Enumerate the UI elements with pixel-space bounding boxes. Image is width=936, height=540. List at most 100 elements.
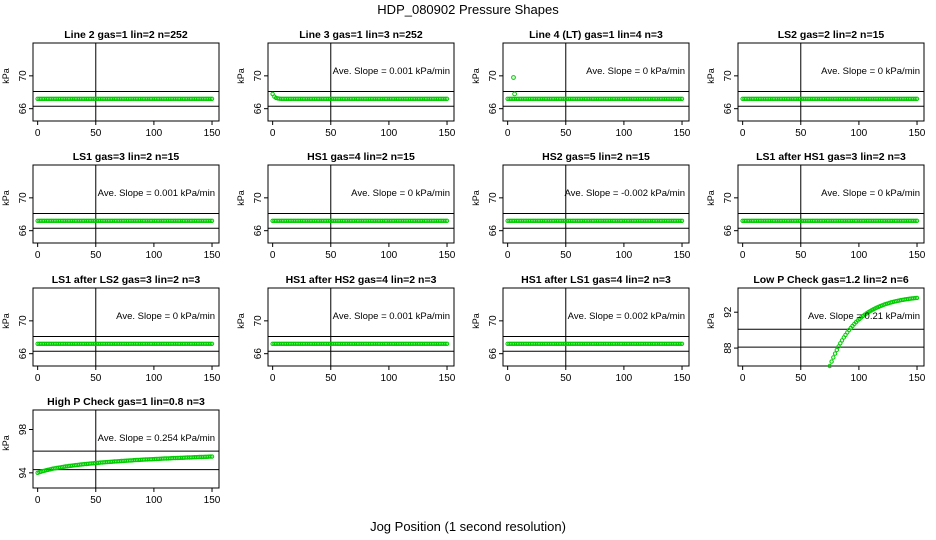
panel-frame	[502, 42, 690, 122]
y-tick-label: 66	[488, 103, 499, 115]
panel-frame	[32, 42, 220, 122]
x-tick-label: 50	[795, 128, 807, 139]
panel-title: HS1 after LS1 gas=4 lin=2 n=3	[521, 274, 671, 286]
x-tick-label: 100	[381, 128, 398, 139]
panel-title: Line 3 gas=1 lin=3 n=252	[299, 29, 423, 41]
x-tick-label: 100	[381, 250, 398, 261]
x-tick-label: 150	[204, 250, 221, 261]
x-tick-label: 100	[616, 128, 633, 139]
panel-frame	[267, 164, 455, 244]
data-point	[512, 91, 517, 97]
y-axis-label: kPa	[1, 435, 11, 451]
y-tick-label: 70	[253, 70, 264, 82]
data-point	[208, 96, 213, 102]
y-tick-label: 66	[253, 225, 264, 237]
data-point	[836, 344, 841, 349]
x-tick-label: 0	[505, 250, 511, 261]
x-tick-label: 150	[674, 373, 691, 384]
y-axis-label: kPa	[706, 68, 716, 84]
data-point	[678, 96, 683, 102]
y-axis-label: kPa	[706, 190, 716, 206]
y-tick-label: 66	[723, 103, 734, 115]
data-point	[443, 341, 448, 346]
x-tick-label: 0	[270, 373, 276, 384]
y-tick-label: 70	[488, 70, 499, 82]
x-tick-label: 0	[35, 495, 41, 506]
y-tick-label: 70	[723, 192, 734, 204]
x-tick-label: 0	[35, 373, 41, 384]
slope-annotation: Ave. Slope = -0.002 kPa/min	[565, 188, 686, 199]
data-point	[834, 347, 839, 353]
panel-title: High P Check gas=1 lin=0.8 n=3	[47, 396, 205, 408]
x-tick-label: 100	[616, 373, 633, 384]
panel-title: LS2 gas=2 lin=2 n=15	[778, 29, 885, 41]
data-point	[443, 218, 448, 224]
x-tick-label: 150	[204, 495, 221, 506]
data-point	[679, 341, 685, 346]
y-tick-label: 88	[723, 342, 734, 354]
data-point	[913, 96, 918, 102]
slope-annotation: Ave. Slope = 0.001 kPa/min	[333, 311, 450, 322]
slope-annotation: Ave. Slope = 0.001 kPa/min	[333, 66, 450, 77]
panel-title: Low P Check gas=1.2 lin=2 n=6	[753, 274, 908, 286]
y-axis-label: kPa	[471, 68, 481, 84]
y-axis-label: kPa	[471, 313, 481, 329]
x-tick-label: 150	[439, 128, 456, 139]
slope-annotation: Ave. Slope = 0.21 kPa/min	[808, 311, 920, 322]
slope-annotation: Ave. Slope = 0 kPa/min	[116, 311, 215, 322]
panel-frame	[737, 42, 925, 122]
panel-frame	[32, 409, 220, 489]
slope-annotation: Ave. Slope = 0 kPa/min	[586, 66, 685, 77]
y-axis-label: kPa	[1, 313, 11, 329]
y-axis-label: kPa	[471, 190, 481, 206]
panel-frame	[32, 287, 220, 367]
data-point	[914, 218, 920, 224]
y-axis-label: kPa	[236, 68, 246, 84]
x-tick-label: 150	[439, 373, 456, 384]
panel-title: HS1 gas=4 lin=2 n=15	[307, 151, 415, 163]
y-tick-label: 70	[18, 70, 29, 82]
x-tick-label: 50	[560, 250, 572, 261]
x-tick-label: 150	[204, 373, 221, 384]
y-tick-label: 70	[18, 315, 29, 327]
figure-title: HDP_080902 Pressure Shapes	[377, 2, 559, 17]
data-point	[209, 218, 215, 224]
x-tick-label: 0	[740, 128, 746, 139]
y-tick-label: 70	[723, 70, 734, 82]
y-tick-label: 98	[18, 424, 29, 436]
x-tick-label: 100	[851, 128, 868, 139]
x-tick-label: 150	[674, 128, 691, 139]
x-tick-label: 0	[505, 128, 511, 139]
panel-title: HS2 gas=5 lin=2 n=15	[542, 151, 650, 163]
x-tick-label: 100	[146, 250, 163, 261]
y-tick-label: 66	[18, 103, 29, 115]
data-point	[444, 218, 450, 224]
panel-title: LS1 after LS2 gas=3 lin=2 n=3	[52, 274, 201, 286]
panel-title: Line 4 (LT) gas=1 lin=4 n=3	[529, 29, 663, 41]
y-axis-label: kPa	[1, 68, 11, 84]
data-point	[679, 96, 685, 102]
y-tick-label: 70	[253, 192, 264, 204]
x-tick-label: 50	[795, 373, 807, 384]
y-tick-label: 66	[253, 103, 264, 115]
x-tick-label: 50	[325, 373, 337, 384]
x-tick-label: 0	[35, 128, 41, 139]
panel-frame	[737, 164, 925, 244]
x-tick-label: 50	[90, 250, 102, 261]
x-tick-label: 100	[381, 373, 398, 384]
y-tick-label: 70	[18, 192, 29, 204]
y-tick-label: 94	[18, 467, 29, 479]
x-tick-label: 0	[270, 128, 276, 139]
slope-annotation: Ave. Slope = 0 kPa/min	[821, 188, 920, 199]
y-tick-label: 70	[253, 315, 264, 327]
slope-annotation: Ave. Slope = 0.001 kPa/min	[98, 188, 215, 199]
x-tick-label: 100	[146, 373, 163, 384]
x-tick-label: 150	[909, 373, 926, 384]
data-point	[208, 218, 213, 224]
data-point	[913, 295, 918, 301]
panel-frame	[502, 287, 690, 367]
x-tick-label: 0	[740, 250, 746, 261]
y-tick-label: 66	[488, 348, 499, 360]
y-tick-label: 66	[488, 225, 499, 237]
data-point	[914, 96, 920, 102]
